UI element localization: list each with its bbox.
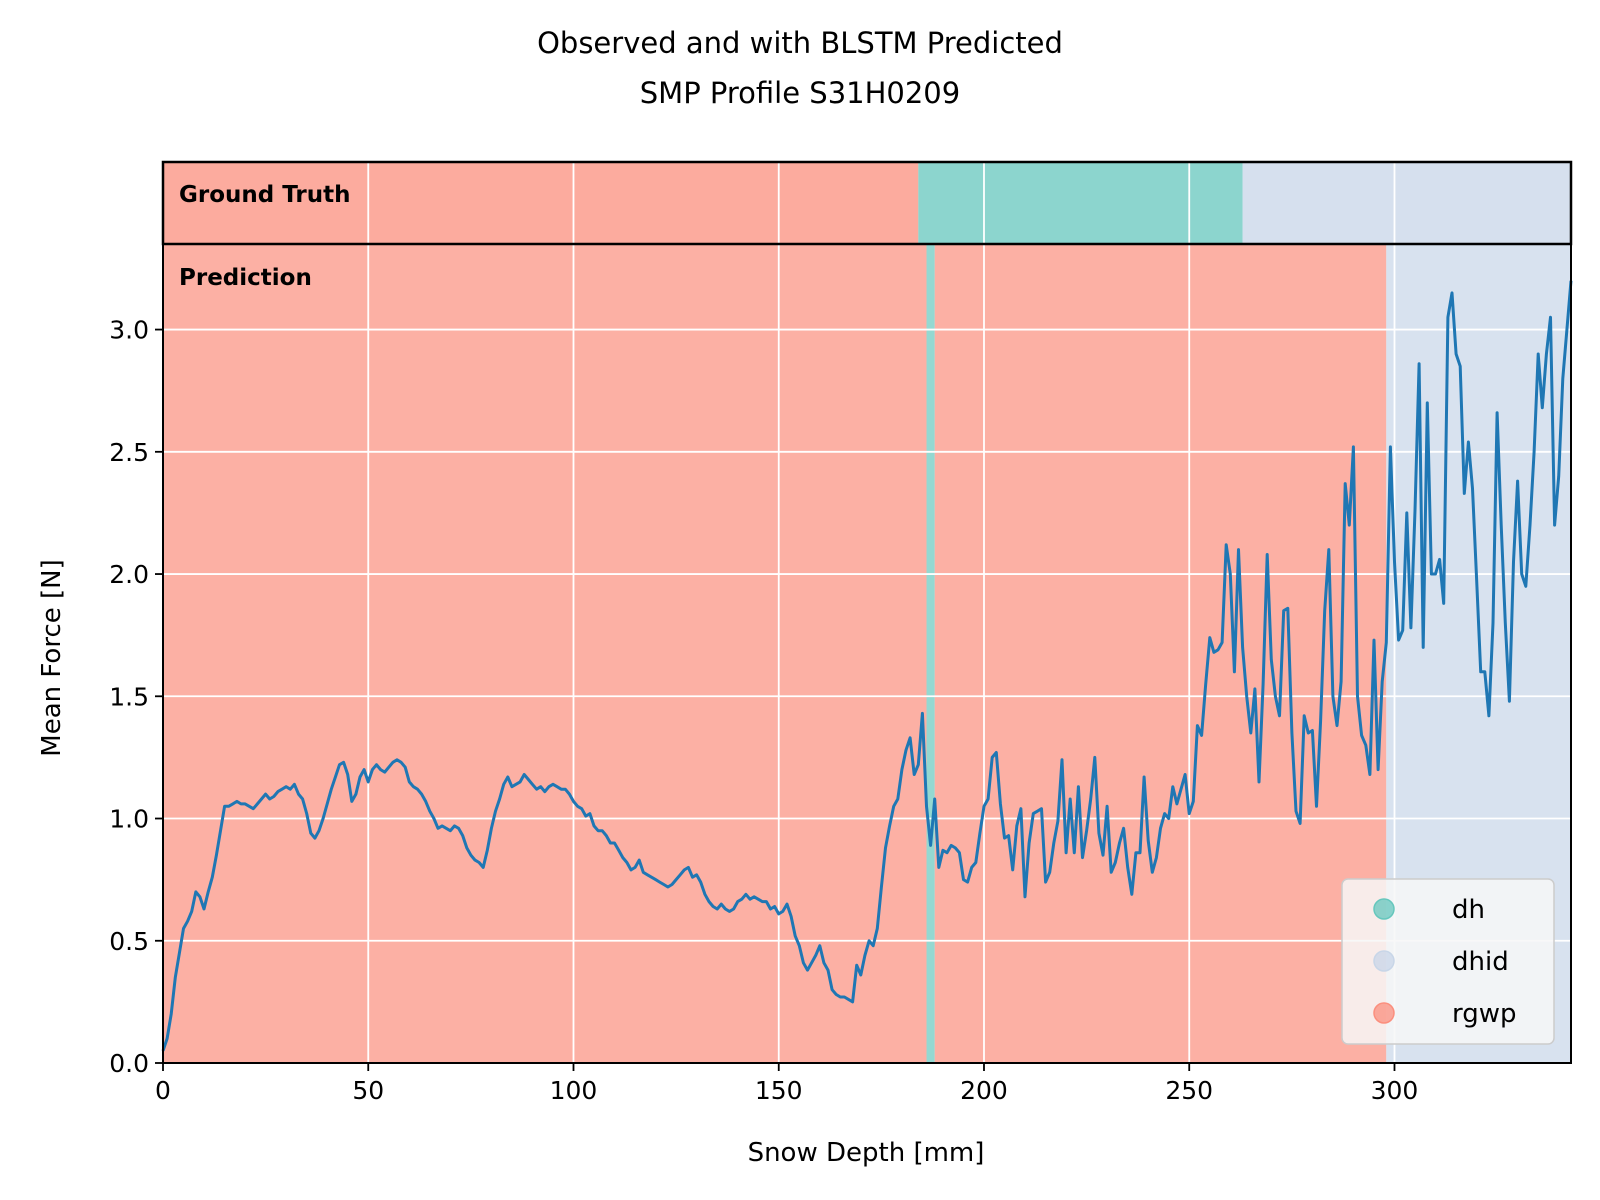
- legend-box: [1341, 878, 1555, 1045]
- legend: dh dhid rgwp: [1341, 878, 1555, 1045]
- prediction-segment-rgwp: [163, 244, 927, 1063]
- force-line: [161, 280, 1573, 1052]
- y-tick-label: 0.0: [109, 1049, 149, 1078]
- legend-marker-dhid: [1373, 950, 1395, 972]
- prediction-label: Prediction: [179, 265, 312, 291]
- x-tick-label: 150: [755, 1076, 803, 1105]
- legend-label-dh: dh: [1452, 895, 1485, 925]
- series-layer: [161, 280, 1573, 1052]
- ground-truth-segment-dhid: [1242, 162, 1571, 244]
- legend-label-dhid: dhid: [1452, 947, 1509, 977]
- y-tick-label: 0.5: [109, 927, 149, 956]
- y-tick-label: 2.0: [109, 560, 149, 589]
- y-tick-label: 2.5: [109, 438, 149, 467]
- chart-title: Observed and with BLSTM Predicted: [537, 26, 1063, 60]
- ground-truth-band: [163, 162, 1571, 244]
- ground-truth-segment-dh: [918, 162, 1243, 244]
- legend-label-rgwp: rgwp: [1452, 999, 1517, 1029]
- y-tick-label: 3.0: [109, 316, 149, 345]
- y-axis-label: Mean Force [N]: [37, 559, 67, 756]
- legend-marker-rgwp: [1373, 1002, 1395, 1024]
- legend-marker-dh: [1373, 898, 1395, 920]
- x-axis-label: Snow Depth [mm]: [748, 1138, 985, 1168]
- chart-subtitle: SMP Profile S31H0209: [640, 76, 960, 110]
- x-tick-label: 0: [155, 1076, 171, 1105]
- y-tick-label: 1.5: [109, 682, 149, 711]
- ground-truth-segment-rgwp: [163, 162, 919, 244]
- x-tick-label: 300: [1371, 1076, 1419, 1105]
- plot-frame: [162, 161, 1572, 1064]
- x-tick-label: 250: [1165, 1076, 1213, 1105]
- x-tick-label: 100: [550, 1076, 598, 1105]
- x-tick-label: 200: [960, 1076, 1008, 1105]
- prediction-segment-rgwp: [934, 244, 1387, 1063]
- x-tick-label: 50: [352, 1076, 384, 1105]
- axes: 0 50 100 150 200 250 300 0.0 0.5 1.0 1.5 2.0 2.5 3.0: [109, 316, 1418, 1105]
- prediction-segment-dh: [926, 244, 935, 1063]
- y-tick-label: 1.0: [109, 805, 149, 834]
- ground-truth-label: Ground Truth: [179, 182, 351, 208]
